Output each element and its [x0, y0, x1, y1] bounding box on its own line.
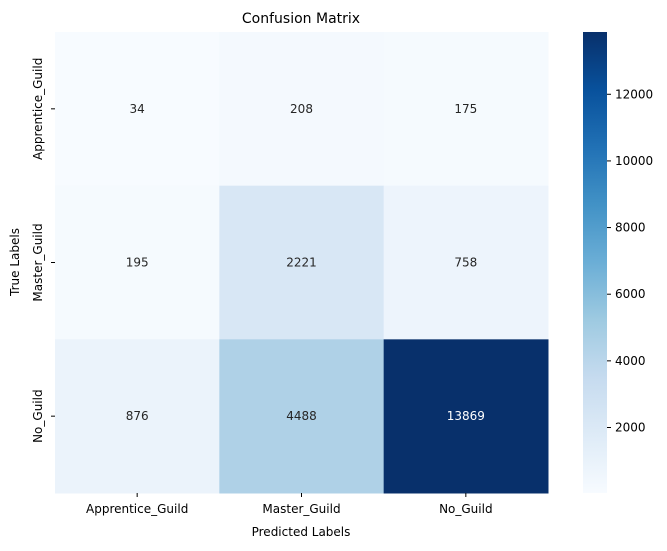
heatmap-cell — [219, 185, 385, 340]
cell-value-label: 758 — [454, 256, 477, 270]
heatmap-grid: 34 208 175 195 2221 758 876 4488 13869 — [55, 32, 549, 494]
chart-title: Confusion Matrix — [242, 11, 360, 27]
x-axis: Apprentice_Guild Master_Guild No_Guild — [86, 493, 493, 516]
y-tick-label: Master_Guild — [31, 223, 45, 301]
x-axis-label: Predicted Labels — [252, 525, 351, 539]
heatmap-cell — [219, 339, 385, 494]
cell-value-label: 208 — [290, 102, 313, 116]
colorbar-tick-label: 6000 — [615, 287, 646, 301]
heatmap-cell — [383, 185, 549, 340]
cell-value-label: 195 — [126, 256, 149, 270]
y-tick-label: No_Guild — [31, 389, 45, 443]
colorbar-tick-label: 12000 — [615, 87, 653, 101]
cell-value-label: 13869 — [447, 409, 485, 423]
x-tick-label: No_Guild — [439, 502, 493, 516]
heatmap-cell — [219, 32, 385, 187]
cell-value-label: 876 — [126, 409, 149, 423]
heatmap-cell — [55, 32, 220, 187]
x-tick-label: Apprentice_Guild — [86, 502, 188, 516]
cell-value-label: 34 — [130, 102, 145, 116]
heatmap-cell — [383, 32, 549, 187]
x-tick-label: Master_Guild — [262, 502, 340, 516]
cell-value-label: 175 — [454, 102, 477, 116]
colorbar-tick-label: 4000 — [615, 354, 646, 368]
colorbar — [583, 32, 607, 493]
heatmap-cell — [55, 339, 220, 494]
cell-value-label: 2221 — [286, 256, 317, 270]
cell-value-label: 4488 — [286, 409, 317, 423]
colorbar-tick-label: 10000 — [615, 154, 653, 168]
heatmap-cell — [55, 185, 220, 340]
colorbar-tick-label: 8000 — [615, 221, 646, 235]
heatmap-cell — [383, 339, 549, 494]
y-tick-label: Apprentice_Guild — [31, 58, 45, 160]
colorbar-tick-label: 2000 — [615, 420, 646, 434]
y-axis-label: True Labels — [8, 228, 22, 297]
y-axis: Apprentice_Guild Master_Guild No_Guild — [31, 58, 55, 443]
colorbar-ticks: 2000 4000 6000 8000 10000 12000 — [607, 87, 653, 434]
